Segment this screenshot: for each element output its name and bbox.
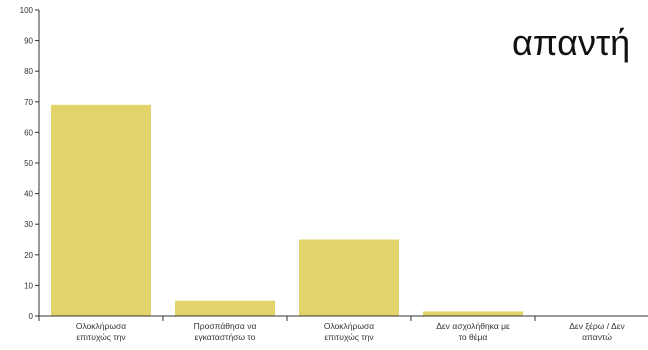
x-category-label: το θέμα [459, 332, 488, 342]
x-category-label: επιτυχώς την [76, 332, 125, 342]
overlay-title-text: απαντή [512, 22, 630, 63]
x-category-label: Ολοκλήρωσα [324, 321, 374, 331]
y-tick-label: 30 [24, 220, 33, 229]
bar [175, 300, 275, 316]
x-category-label: Προσπάθησα να [194, 321, 257, 331]
x-category-label: Δεν ξέρω / Δεν [569, 321, 624, 331]
y-tick-label: 70 [24, 98, 33, 107]
y-tick-label: 90 [24, 37, 33, 46]
x-category-label: εγκαταστήσω το [195, 332, 256, 342]
y-tick-label: 40 [24, 190, 33, 199]
bars [51, 104, 523, 316]
x-category-label: Δεν ασχολήθηκα με [436, 321, 510, 331]
bar [51, 104, 151, 316]
x-category-label: επιτυχώς την [324, 332, 373, 342]
y-tick-label: 60 [24, 128, 33, 137]
x-category-label: Ολοκλήρωσα [76, 321, 126, 331]
y-tick-label: 100 [20, 6, 34, 15]
bar [423, 311, 523, 316]
y-tick-label: 50 [24, 159, 33, 168]
y-axis: 0 10 20 30 40 50 60 70 80 90 100 [20, 6, 40, 321]
y-tick-label: 10 [24, 281, 33, 290]
y-tick-label: 0 [29, 312, 34, 321]
bar [299, 239, 399, 316]
y-tick-label: 20 [24, 251, 33, 260]
x-category-label: απαντώ [582, 332, 612, 342]
y-tick-label: 80 [24, 67, 33, 76]
